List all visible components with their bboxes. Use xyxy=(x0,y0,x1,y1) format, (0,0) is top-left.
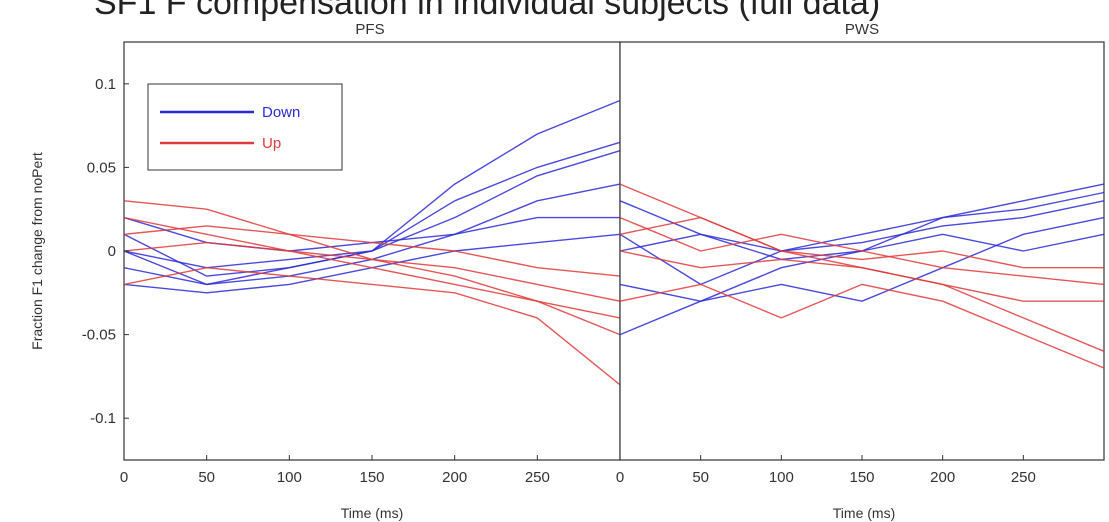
series-line-up-9 xyxy=(123,267,621,386)
panel-pfs: PFS 0.1 0.05 0 -0.05 -0.1 0 50 100 150 200 250 Ti… xyxy=(29,21,621,521)
x-axis-label-pfs: Time (ms) xyxy=(341,505,403,521)
x-ticks-pfs: 0 50 100 150 200 250 xyxy=(120,455,550,486)
y-tick-label: -0.05 xyxy=(82,327,116,344)
x-tick-label: 200 xyxy=(930,469,955,486)
x-tick-label: 0 xyxy=(120,469,128,486)
legend-label-up: Up xyxy=(262,135,281,152)
series-line-up-8 xyxy=(619,216,1105,286)
x-axis-label-pws: Time (ms) xyxy=(833,505,895,521)
panel-title-pws: PWS xyxy=(845,21,879,38)
x-tick-label: 50 xyxy=(692,469,709,486)
x-ticks-pws: 0 50 100 150 200 250 xyxy=(616,455,1036,486)
series-line-up-6 xyxy=(619,250,1104,302)
x-tick-label: 100 xyxy=(277,469,302,486)
series-line-up-9 xyxy=(619,216,1104,269)
y-tick-label: -0.1 xyxy=(90,410,116,427)
x-tick-label: 0 xyxy=(616,469,624,486)
x-tick-label: 150 xyxy=(359,469,384,486)
x-tick-label: 50 xyxy=(198,469,215,486)
y-ticks-pfs: 0.1 0.05 0 -0.05 -0.1 xyxy=(82,76,129,427)
x-tick-label: 250 xyxy=(1011,469,1036,486)
series-line-up-7 xyxy=(123,216,621,319)
x-tick-label: 250 xyxy=(525,469,550,486)
panel-title-pfs: PFS xyxy=(355,21,384,38)
series-line-up-10 xyxy=(123,225,621,277)
y-tick-label: 0.1 xyxy=(95,76,116,93)
x-tick-label: 200 xyxy=(442,469,467,486)
series-line-up-8 xyxy=(123,241,621,302)
series-lines-pws xyxy=(619,183,1105,369)
legend: Down Up xyxy=(147,83,343,171)
y-axis-label: Fraction F1 change from noPert xyxy=(29,152,45,350)
legend-label-down: Down xyxy=(262,104,300,121)
y-tick-label: 0.05 xyxy=(87,159,116,176)
x-tick-label: 100 xyxy=(769,469,794,486)
panel-pws: PWS 0 50 100 150 200 250 Time (ms) xyxy=(616,21,1105,521)
figure-title: SF1 F compensation in individual subject… xyxy=(94,0,880,22)
series-lines-pfs xyxy=(123,99,621,386)
y-tick-label: 0 xyxy=(108,243,116,260)
series-line-up-7 xyxy=(619,283,1105,369)
x-tick-label: 150 xyxy=(849,469,874,486)
legend-box xyxy=(147,83,343,171)
